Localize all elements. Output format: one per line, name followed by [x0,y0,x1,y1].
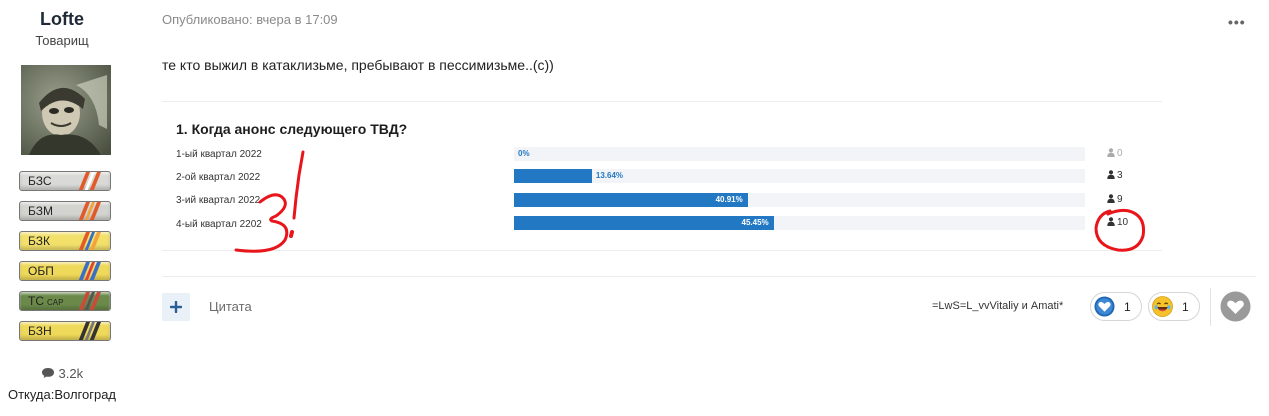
poll-bar-fill [514,169,592,183]
person-icon [1107,194,1115,203]
post-date[interactable]: Опубликовано: вчера в 17:09 [162,12,338,27]
poll-choice-label: 3-ий квартал 2022 [176,195,261,206]
reaction-count: 1 [1182,300,1189,314]
poll-bar-fill [514,216,774,230]
ribbon-sublabel: CAP [47,298,64,307]
ribbon-label: БЗМ [28,204,53,218]
avatar[interactable] [21,65,111,155]
multiquote-button[interactable] [162,293,190,321]
award-ribbon-obp[interactable]: ОБП [19,261,111,281]
poll-vote-count: 0 [1117,148,1123,159]
heart-icon [1220,291,1251,322]
poll-choice-label: 4-ый квартал 2202 [176,219,262,230]
post-count: 3.2k [0,366,124,381]
ribbon-label: ОБП [28,264,54,278]
author-rank: Товарищ [35,33,89,48]
poll-bar-track: 0% [514,147,1085,161]
ribbon-label: ТС [28,294,44,308]
poll-bar-track: 45.45% [514,216,1085,230]
reaction-count: 1 [1124,300,1131,314]
reaction-like[interactable]: 1 [1090,292,1142,321]
ribbon-stripes-icon [78,322,101,340]
poll-bar-percent: 0% [518,149,530,158]
person-icon [1107,170,1115,179]
author-panel: Lofte Товарищ БЗС БЗМ БЗК [0,0,124,416]
poll-voters[interactable]: 0 [1107,148,1123,159]
ribbon-stripes-icon [78,172,101,190]
poll-question: 1. Когда анонс следующего ТВД? [176,121,408,137]
ribbon-stripes-icon [78,292,101,310]
heart-reaction-icon [1094,296,1115,317]
person-icon [1107,217,1115,226]
poll-choice-label: 1-ый квартал 2022 [176,149,262,160]
ribbon-stripes-icon [78,202,101,220]
poll-voters[interactable]: 3 [1107,170,1123,181]
post-count-value: 3.2k [58,366,84,381]
reaction-haha[interactable]: 1 [1148,292,1200,321]
avatar-photo [21,65,111,155]
ribbon-label: БЗС [28,174,52,188]
poll-bar-percent: 45.45% [741,218,769,227]
person-icon [1107,148,1115,157]
divider [162,276,1256,277]
speech-bubble-icon [41,368,54,378]
ribbon-stripes-icon [78,262,101,280]
award-ribbon-bzs[interactable]: БЗС [19,171,111,191]
divider [1210,288,1211,326]
plus-icon [169,300,183,314]
poll-vote-count: 9 [1117,194,1123,205]
author-name[interactable]: Lofte [40,9,84,29]
poll-voters[interactable]: 9 [1107,194,1123,205]
poll-bar-track: 13.64% [514,169,1085,183]
award-ribbon-ts[interactable]: ТС CAP [19,291,111,311]
poll-choice-label: 2-ой квартал 2022 [176,172,261,183]
more-options-icon[interactable]: ••• [1228,14,1246,30]
poll-vote-count: 10 [1117,217,1129,228]
poll-bar-fill [514,193,748,207]
react-button[interactable] [1220,291,1251,322]
poll: 1. Когда анонс следующего ТВД? 1-ый квар… [162,101,1162,251]
poll-bar-track: 40.91% [514,193,1085,207]
laugh-reaction-icon [1152,296,1173,317]
poll-voters[interactable]: 10 [1107,217,1128,228]
poll-bar-percent: 13.64% [595,171,624,180]
poll-vote-count: 3 [1117,170,1123,181]
award-ribbon-bzm[interactable]: БЗМ [19,201,111,221]
poll-bar-percent: 40.91% [715,195,743,204]
ribbon-label: БЗН [28,324,52,338]
post-text: те кто выжил в катаклизьме, пребывают в … [162,57,554,73]
author-location: Откуда:Волгоград [7,387,117,402]
ribbon-label: БЗК [28,234,50,248]
quote-button[interactable]: Цитата [209,299,252,314]
reactors-list[interactable]: =LwS=L_vvVitaliy и Amati* [932,300,1064,312]
ribbon-stripes-icon [78,232,101,250]
award-ribbon-bzn[interactable]: БЗН [19,321,111,341]
award-ribbon-bzk[interactable]: БЗК [19,231,111,251]
